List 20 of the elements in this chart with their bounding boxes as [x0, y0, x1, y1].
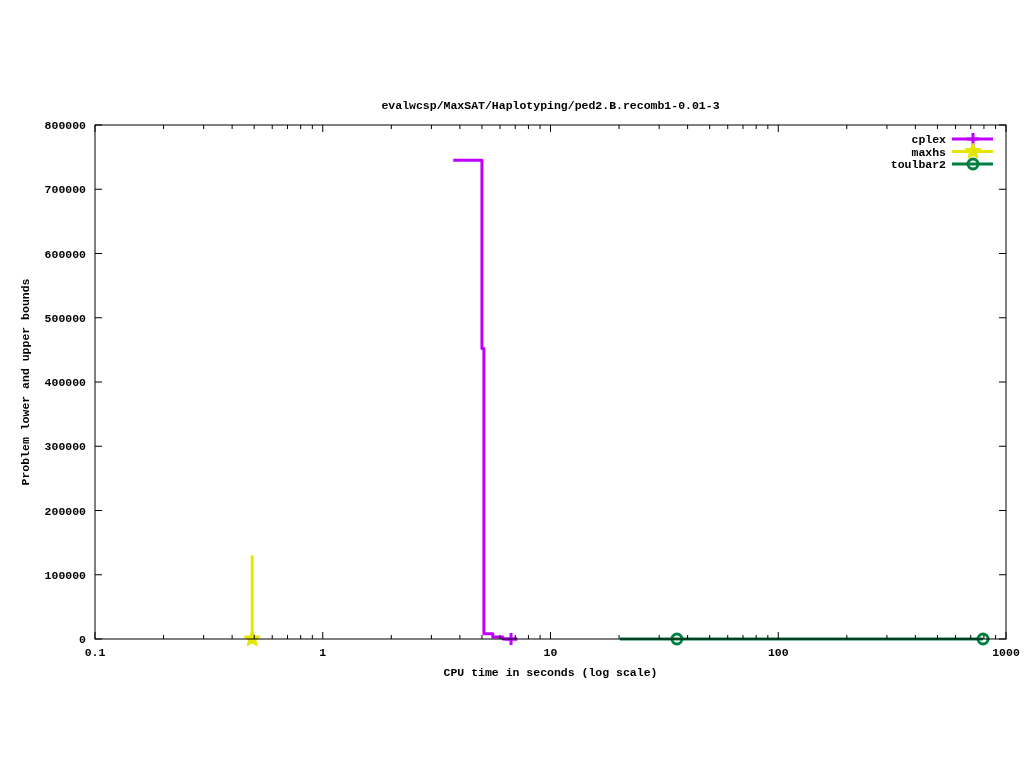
x-tick-label: 1000 — [992, 646, 1020, 659]
x-tick-label: 100 — [767, 646, 789, 659]
x-tick-label: 1 — [319, 646, 327, 659]
y-tick-label: 500000 — [44, 311, 87, 325]
y-axis-title: Problem lower and upper bounds — [19, 278, 32, 486]
y-tick-label: 0 — [79, 633, 87, 646]
legend-label: toulbar2 — [890, 158, 947, 171]
y-tick-label: 300000 — [44, 440, 87, 454]
y-tick-label: 400000 — [44, 376, 87, 389]
legend-label: cplex — [911, 133, 947, 146]
chart-title: evalwcsp/MaxSAT/Haplotyping/ped2.B.recomb1-0.01-3 — [381, 99, 720, 112]
x-tick-label: 10 — [543, 646, 558, 659]
y-tick-label: 200000 — [44, 504, 87, 518]
legend-label: maxhs — [911, 145, 947, 159]
y-tick-label: 800000 — [44, 119, 87, 132]
y-tick-label: 600000 — [44, 247, 87, 261]
x-tick-label: 0.1 — [84, 646, 106, 659]
x-axis-title: CPU time in seconds (log scale) — [443, 666, 658, 679]
y-tick-label: 100000 — [44, 568, 87, 582]
y-tick-label: 700000 — [44, 183, 87, 197]
